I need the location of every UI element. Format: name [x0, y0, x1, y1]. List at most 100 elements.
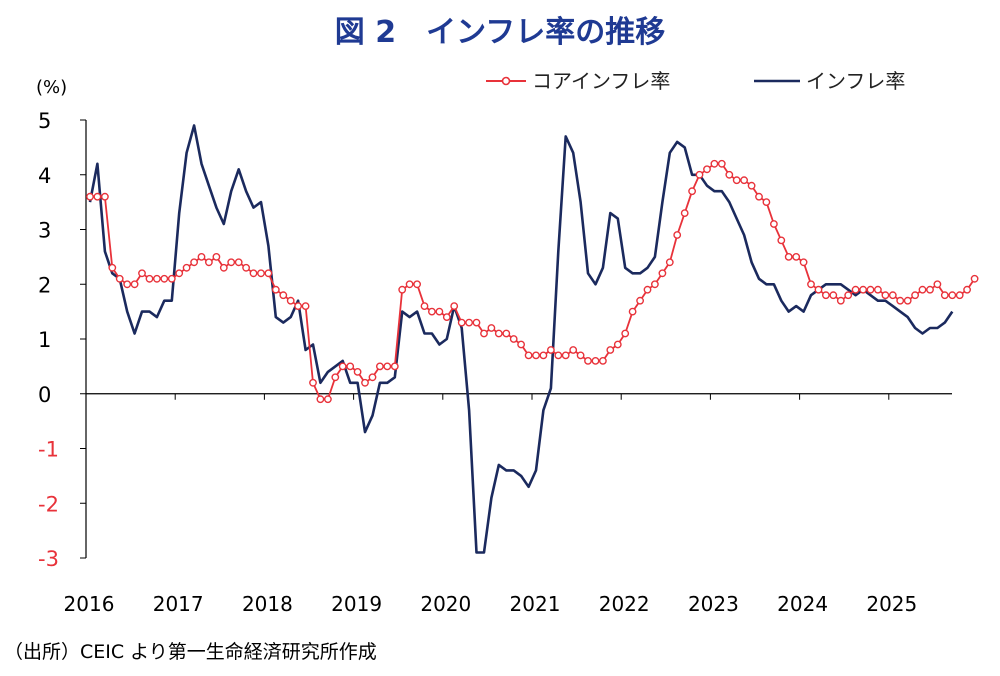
core-inflation-point	[822, 291, 830, 300]
core-inflation-point	[918, 285, 927, 294]
core-inflation-point	[152, 274, 161, 283]
core-inflation-point	[680, 209, 689, 218]
series-headline	[88, 124, 954, 554]
core-inflation-point	[658, 269, 667, 278]
core-inflation-point	[576, 351, 585, 360]
core-inflation-point	[710, 159, 719, 168]
core-inflation-point	[532, 351, 540, 360]
y-tick-label: -1	[38, 438, 59, 462]
legend-headline-label: インフレ率	[806, 69, 905, 93]
core-inflation-point	[175, 269, 184, 278]
core-inflation-point	[383, 362, 392, 371]
core-inflation-point	[695, 170, 704, 179]
core-inflation-point	[517, 340, 525, 349]
core-inflation-point	[762, 198, 771, 207]
axes	[80, 119, 952, 559]
y-tick-label: 0	[38, 383, 51, 407]
core-inflation-point	[740, 176, 748, 185]
core-inflation-point	[955, 291, 964, 300]
legend: コアインフレ率 インフレ率	[486, 69, 905, 93]
core-inflation-point	[569, 346, 578, 354]
core-inflation-point	[970, 274, 979, 283]
x-tick-label: 2017	[153, 592, 204, 616]
core-inflation-point	[911, 291, 919, 300]
core-inflation-point	[219, 263, 228, 272]
core-inflation-point	[480, 329, 488, 338]
core-inflation-point	[539, 351, 548, 360]
core-inflation-point	[888, 291, 897, 300]
core-inflation-point	[346, 362, 355, 371]
core-inflation-point	[138, 269, 146, 278]
x-tick-label: 2022	[599, 592, 650, 616]
core-inflation-point	[108, 263, 117, 272]
core-inflation-point	[123, 280, 132, 289]
x-tick-label: 2023	[688, 592, 739, 616]
core-inflation-point	[561, 351, 570, 360]
core-inflation-point	[933, 280, 942, 289]
core-inflation-point	[338, 362, 347, 371]
core-inflation-point	[844, 291, 853, 300]
y-tick-label: -2	[38, 492, 59, 516]
core-inflation-point	[770, 220, 778, 228]
core-inflation-point	[316, 395, 325, 404]
core-inflation-point	[903, 296, 912, 305]
core-inflation-point	[859, 285, 867, 294]
legend-core-marker	[501, 76, 511, 86]
x-tick-label: 2024	[777, 592, 828, 616]
core-inflation-point	[204, 258, 213, 267]
core-inflation-point	[130, 280, 139, 289]
core-inflation-point	[331, 373, 340, 382]
core-inflation-point	[323, 395, 332, 404]
core-inflation-point	[606, 346, 615, 354]
y-tick-label: 3	[38, 219, 51, 243]
x-tick-labels: 2016 2017 2018 2019 2020 2021 2022 2023 2024 2025	[64, 592, 918, 616]
core-inflation-point	[405, 280, 414, 289]
core-inflation-point	[747, 181, 756, 190]
core-inflation-point	[442, 313, 451, 321]
core-inflation-point	[212, 252, 221, 261]
core-inflation-point	[101, 192, 109, 201]
core-inflation-point	[167, 274, 176, 283]
core-inflation-point	[353, 367, 362, 376]
y-unit-label: (%)	[36, 77, 67, 98]
core-inflation-point	[502, 329, 511, 338]
core-inflation-point	[465, 318, 473, 327]
core-inflation-point	[115, 274, 124, 283]
core-inflation-point	[197, 252, 206, 261]
y-tick-label: -3	[38, 547, 59, 571]
core-inflation-point	[398, 285, 407, 294]
core-inflation-point	[509, 335, 518, 343]
core-inflation-point	[651, 280, 659, 289]
core-inflation-point	[807, 280, 815, 289]
core-inflation-point	[628, 307, 637, 316]
core-inflation-point	[420, 302, 429, 310]
core-inflation-point	[427, 307, 436, 316]
core-inflation-point	[487, 324, 496, 332]
core-inflation-point	[866, 285, 875, 294]
core-inflation-point	[145, 274, 154, 283]
y-tick-label: 2	[38, 273, 51, 297]
core-inflation-point	[926, 285, 934, 294]
core-inflation-point	[160, 274, 169, 283]
core-inflation-point	[673, 231, 682, 239]
core-inflation-point	[940, 291, 949, 300]
core-inflation-point	[829, 291, 838, 300]
core-inflation-point	[435, 307, 444, 316]
core-inflation-point	[249, 269, 258, 278]
core-inflation-point	[547, 346, 555, 354]
core-inflation-point	[725, 170, 734, 179]
core-inflation-point	[599, 356, 607, 365]
x-tick-label: 2019	[331, 592, 382, 616]
core-inflation-point	[264, 269, 273, 278]
core-inflation-point	[643, 285, 652, 294]
core-inflation-point	[413, 280, 421, 289]
x-tick-label: 2021	[510, 592, 561, 616]
core-inflation-point	[874, 285, 882, 294]
core-inflation-point	[703, 165, 711, 174]
core-inflation-point	[836, 296, 845, 305]
core-inflation-point	[361, 378, 369, 387]
core-inflation-point	[613, 340, 622, 349]
core-inflation-point	[242, 263, 251, 272]
core-inflation-point	[294, 302, 302, 310]
